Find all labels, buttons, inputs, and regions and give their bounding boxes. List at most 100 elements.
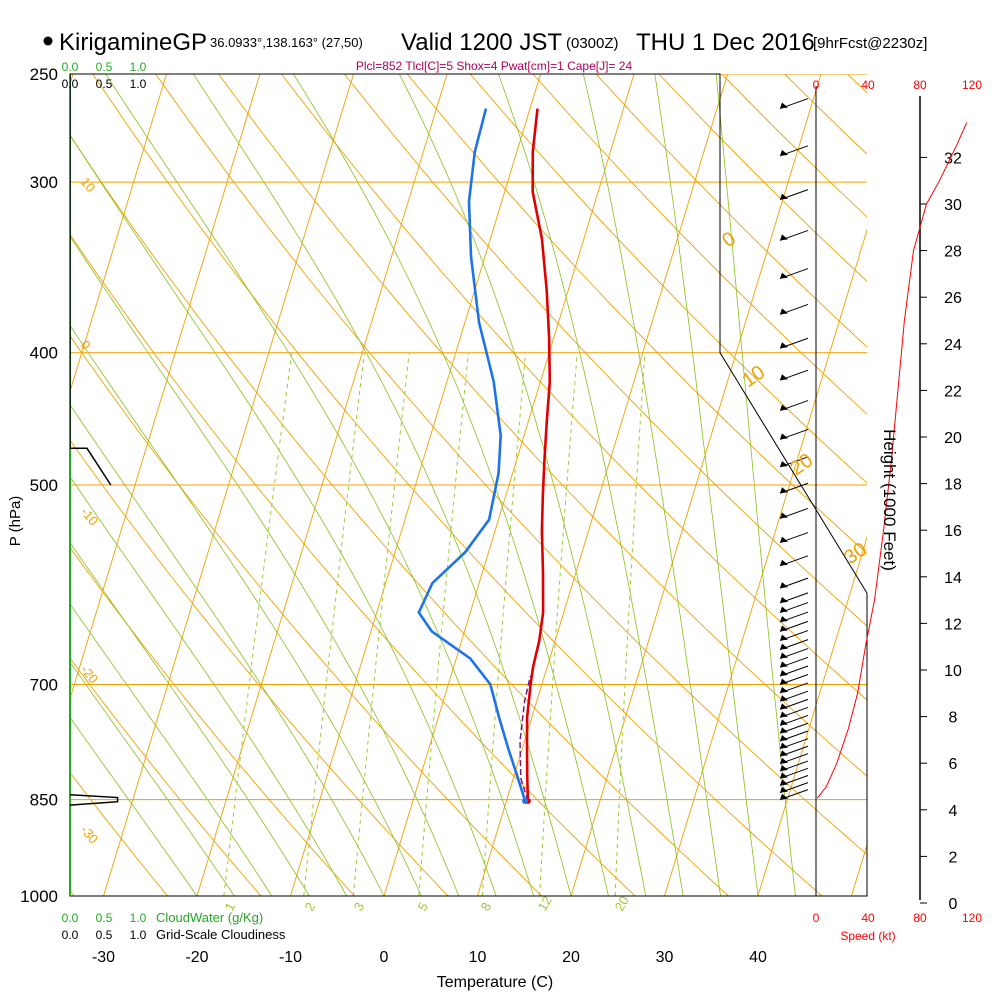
cloudwater-label: CloudWater (g/Kg) [156, 910, 263, 925]
temperature-tick-label: -20 [185, 949, 208, 966]
cloudiness-tick-label-top: 1.0 [130, 77, 147, 91]
dry-adiabat-line [155, 74, 867, 856]
wind-barb-flag [780, 678, 788, 685]
wind-barb-flag [780, 308, 788, 315]
wind-barb-flag [780, 661, 788, 668]
height-tick-label: 16 [944, 523, 962, 540]
wind-barb-flag [780, 757, 788, 764]
cloudiness-label: Grid-Scale Cloudiness [156, 927, 286, 942]
wind-barb-flag [780, 711, 788, 718]
mixing-ratio-line [352, 352, 410, 896]
pressure-tick-label: 700 [30, 676, 58, 695]
wind-barb-flag [780, 536, 788, 543]
wind-barb-flag [780, 342, 788, 349]
temperature-tick-label: -10 [279, 949, 302, 966]
pressure-tick-label: 250 [30, 65, 58, 84]
wind-barb-flag [780, 149, 788, 156]
moist-adiabat-line [70, 134, 497, 896]
dry-adiabat-line [343, 74, 867, 627]
cloudiness-tick-label-top: 0.0 [62, 77, 79, 91]
dry-adiabat-line [70, 233, 636, 896]
moist-adiabat-line [293, 74, 609, 896]
wind-barb-flag [780, 616, 788, 623]
mixing-ratio-line [303, 352, 365, 896]
wind-barb-flag [780, 727, 788, 734]
skewt-background-lines [70, 74, 867, 896]
height-tick-label: 14 [944, 570, 962, 587]
pressure-tick-label: 300 [30, 173, 58, 192]
dry-adiabat-label: 0 [718, 228, 740, 252]
pressure-tick-label: 1000 [20, 887, 58, 906]
height-tick-label: 32 [944, 150, 962, 167]
speed-tick-label-top: 120 [962, 78, 982, 92]
height-tick-label: 24 [944, 337, 962, 354]
moist-adiabat-line [582, 74, 721, 896]
speed-tick-label-top: 40 [861, 78, 875, 92]
moist-adiabat-line [70, 603, 273, 896]
isotherm-label: -20 [78, 662, 102, 686]
height-tick-label: 22 [944, 383, 962, 400]
wind-barb-flag [780, 643, 788, 650]
cloudiness-tick-label-bottom: 0.0 [62, 928, 79, 942]
dry-adiabat-line [532, 74, 867, 415]
wind-barb-flag [780, 596, 788, 603]
surface-dewpoint-dot [522, 798, 529, 805]
temperature-tick-label: 10 [469, 949, 487, 966]
mixing-ratio-label: 3 [351, 900, 368, 914]
dry-adiabat-line [92, 74, 823, 896]
wind-barb-flag [780, 193, 788, 200]
height-tick-label: 18 [944, 477, 962, 494]
zulu-time: (0300Z) [566, 35, 619, 52]
wind-barb-flag [780, 686, 788, 693]
parcel-line [519, 675, 532, 802]
isotherm-label: -30 [78, 822, 102, 846]
wind-barb-flag [780, 793, 788, 800]
height-tick-label: 6 [949, 756, 958, 773]
wind-barb-flag [780, 272, 788, 279]
dry-adiabat-label: 20 [786, 449, 817, 480]
sounding-profiles [70, 74, 552, 806]
dry-adiabat-line [406, 74, 867, 555]
speed-axis-label: Speed (kt) [840, 929, 895, 943]
x-axis-label: Temperature (C) [437, 974, 553, 991]
stability-indices: Plcl=852 Tlcl[C]=5 Shox=4 Pwat[cm]=1 Cap… [356, 59, 633, 73]
temperature-tick-label: 20 [562, 949, 580, 966]
mixing-ratio-label: 8 [478, 900, 495, 914]
dry-adiabat-label: 30 [840, 538, 871, 569]
station-coords: 36.0933°,138.163° (27,50) [210, 35, 363, 50]
speed-tick-label-bottom: 40 [861, 911, 875, 925]
moist-adiabat-line [70, 716, 198, 896]
cloudwater-tick-label-bottom: 0.5 [96, 911, 113, 925]
cloudiness-tick-label-bottom: 1.0 [130, 928, 147, 942]
wind-barb-flag [780, 652, 788, 659]
cloudiness-tick-label-top: 0.5 [96, 77, 113, 91]
wind-barb-flag [780, 765, 788, 772]
wind-barb-flag [780, 559, 788, 566]
wind-barb-flag [780, 487, 788, 494]
cloudiness-tick-label-bottom: 0.5 [96, 928, 113, 942]
moist-adiabat-line [70, 541, 310, 896]
dry-adiabat-line [70, 134, 729, 896]
moist-adiabat-line [70, 235, 460, 896]
moist-adiabat-line [70, 661, 235, 896]
wind-barb-flag [780, 719, 788, 726]
moist-adiabat-line [105, 74, 534, 896]
pressure-tick-label: 850 [30, 791, 58, 810]
wind-barb-flag [780, 772, 788, 779]
speed-tick-label-top: 80 [913, 78, 927, 92]
isotherm-label: -10 [78, 504, 102, 528]
dry-adiabat-line [469, 74, 867, 484]
forecast-tag: [9hrFcst@2230z] [813, 35, 927, 52]
cloudwater-tick-label-top: 1.0 [130, 60, 147, 74]
mixing-ratio-label: 2 [302, 900, 319, 914]
mixing-ratio-line [481, 352, 527, 896]
wind-speed-curve [816, 122, 968, 799]
pressure-tick-label: 500 [30, 476, 58, 495]
mixing-ratio-label: 12 [535, 893, 555, 913]
speed-tick-label-bottom: 0 [813, 911, 820, 925]
temperature-tick-label: -30 [92, 949, 115, 966]
station-name: KirigamineGP [59, 29, 207, 56]
cloudwater-tick-label-top: 0.5 [96, 60, 113, 74]
